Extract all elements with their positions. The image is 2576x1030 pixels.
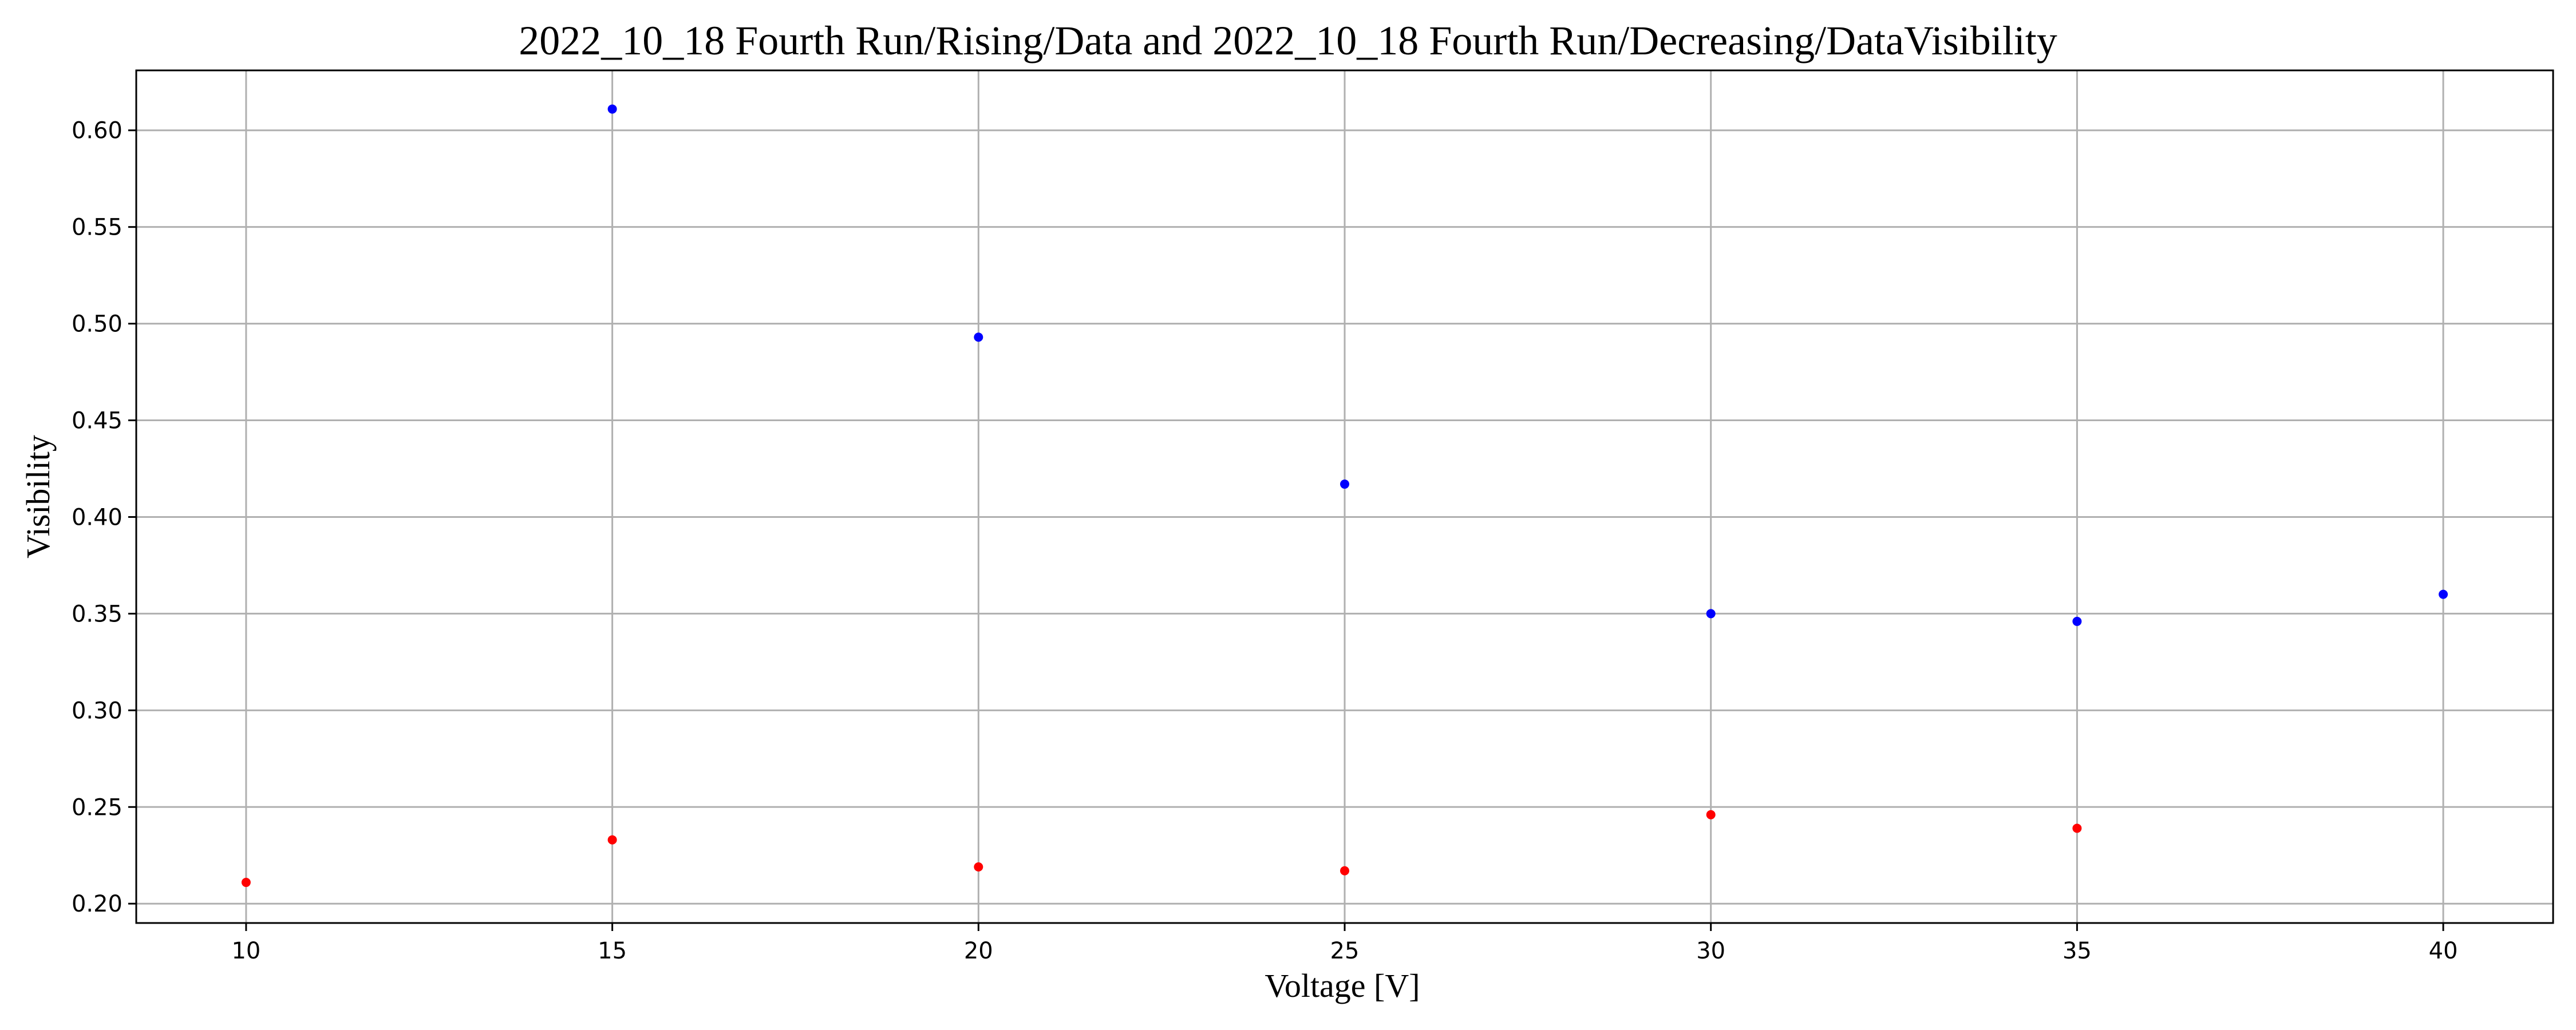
data-point-series-1 <box>2072 616 2082 626</box>
y-tick-label: 0.25 <box>72 794 123 821</box>
x-tick-label: 40 <box>2429 938 2458 964</box>
data-point-series-1 <box>607 104 617 114</box>
y-tick-label: 0.60 <box>72 118 123 144</box>
x-tick-label: 15 <box>598 938 627 964</box>
y-tick-label: 0.40 <box>72 504 123 530</box>
data-point-series-2 <box>607 835 617 845</box>
data-point-series-1 <box>1706 609 1716 619</box>
x-tick-label: 25 <box>1330 938 1360 964</box>
x-tick-label: 35 <box>2063 938 2092 964</box>
y-axis-label: Visibility <box>19 435 57 558</box>
y-tick-label: 0.50 <box>72 311 123 338</box>
data-point-series-2 <box>2072 823 2082 833</box>
data-point-series-2 <box>974 862 983 872</box>
x-axis-label: Voltage [V] <box>1265 967 1420 1004</box>
y-tick-label: 0.20 <box>72 891 123 917</box>
data-point-series-2 <box>1340 866 1349 876</box>
data-point-series-1 <box>974 332 983 342</box>
x-tick-label: 20 <box>964 938 993 964</box>
data-point-series-2 <box>1706 810 1716 819</box>
grid <box>136 70 2553 923</box>
axis-ticks: 10 15 20 25 30 35 40 0.20 0.25 0.30 0.35 0.40 0.45 0.… <box>72 118 2458 964</box>
chart-title: 2022_10_18 Fourth Run/Rising/Data and 20… <box>519 18 2057 64</box>
y-tick-label: 0.55 <box>72 215 123 241</box>
data-point-series-1 <box>2439 589 2448 599</box>
data-points <box>241 104 2448 888</box>
y-tick-label: 0.45 <box>72 408 123 434</box>
y-tick-label: 0.35 <box>72 601 123 627</box>
data-point-series-2 <box>241 878 251 888</box>
x-tick-label: 10 <box>231 938 260 964</box>
y-tick-label: 0.30 <box>72 698 123 724</box>
x-tick-label: 30 <box>1696 938 1725 964</box>
data-point-series-1 <box>1340 480 1349 489</box>
